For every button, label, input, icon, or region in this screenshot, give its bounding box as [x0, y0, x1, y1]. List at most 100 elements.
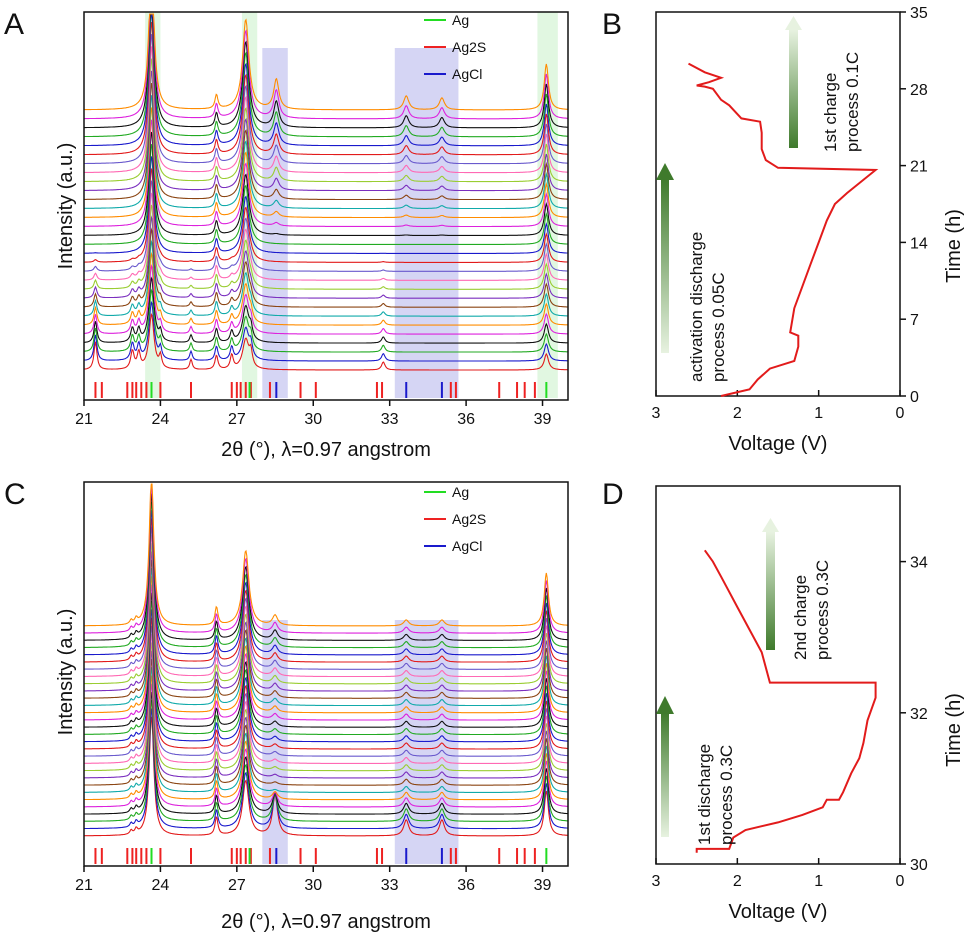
y-tick-label-21: 21 [910, 159, 928, 176]
y-tick-label-32: 32 [910, 706, 928, 723]
xrd-curve-5 [83, 251, 568, 326]
plot-frame [655, 11, 901, 397]
voltage-curve [688, 62, 879, 397]
xrd-curve-14 [84, 144, 568, 245]
x-tick-label-3: 3 [652, 873, 661, 890]
x-axis-ticks: 21 24 27 30 33 36 39 [75, 400, 552, 428]
xrd-curve-3 [83, 276, 568, 344]
xrd-curve-6 [84, 239, 568, 317]
legend: Ag Ag2S AgCl [424, 484, 486, 554]
x-axis-title: Voltage (V) [729, 433, 828, 455]
y-tick-label-0: 0 [910, 389, 919, 406]
x-tick-label-24: 24 [152, 411, 170, 428]
xrd-curve-3 [84, 691, 568, 815]
xrd-curve-29 [84, 483, 568, 627]
legend-label-ag2s: Ag2S [452, 511, 486, 527]
anno-charge-line2: process 0.3C [813, 560, 832, 660]
xrd-curve-21 [84, 58, 568, 183]
xrd-curve-4 [83, 263, 568, 335]
charge-arrow-shaft [789, 30, 798, 148]
xrd-curve-26 [84, 501, 568, 649]
xrd-curve-20 [84, 551, 568, 692]
x-tick-label-3: 3 [652, 405, 661, 422]
x-axis-title: 2θ (°), λ=0.97 angstrom [221, 911, 431, 933]
xrd-curve-23 [84, 34, 568, 165]
x-tick-label-1: 1 [814, 405, 823, 422]
y-axis-ticks: 0 7 14 21 28 35 [900, 5, 928, 406]
anno-charge-line1: 2nd charge [791, 575, 810, 660]
plot-frame [83, 481, 569, 867]
xrd-curve-2 [83, 700, 568, 822]
x-tick-label-0: 0 [896, 873, 905, 890]
x-tick-label-24: 24 [152, 877, 170, 894]
anno-activation-line1: activation discharge [687, 232, 706, 382]
y-axis-title: Time (h) [943, 693, 965, 767]
xrd-curve-2 [83, 288, 568, 353]
xrd-curve-1 [84, 708, 568, 830]
xrd-curve-11 [84, 180, 568, 272]
x-tick-label-21: 21 [75, 877, 93, 894]
panel-letter-c: C [4, 478, 26, 511]
agcl-region-0 [262, 620, 288, 864]
x-tick-label-1: 1 [814, 873, 823, 890]
phase-highlight-regions [145, 12, 558, 398]
x-tick-label-30: 30 [304, 877, 322, 894]
x-tick-label-2: 2 [733, 873, 742, 890]
xrd-curve-24 [84, 21, 568, 156]
charge-arrow-shaft [766, 532, 775, 650]
xrd-curve-28 [84, 485, 568, 634]
legend-label-ag: Ag [452, 12, 469, 28]
xrd-curve-9 [84, 642, 568, 772]
voltage-curve [695, 549, 877, 853]
xrd-panel-a: 21 24 27 30 33 36 39 2θ (°), λ=0.97 angstrom I… [55, 11, 569, 461]
xrd-curve-27 [84, 493, 568, 641]
xrd-curve-27 [84, 13, 568, 129]
discharge-arrow-head [656, 163, 674, 180]
xrd-curve-4 [84, 683, 568, 808]
y-axis-title: Intensity (a.u.) [55, 609, 77, 736]
y-tick-label-34: 34 [910, 555, 928, 572]
xrd-curve-19 [84, 82, 568, 201]
xrd-curve-17 [84, 576, 568, 714]
y-axis-ticks: 30 32 34 [900, 555, 928, 874]
anno-discharge-line1: 1st discharge [695, 744, 714, 845]
xrd-curve-24 [84, 518, 568, 663]
y-tick-label-30: 30 [910, 857, 928, 874]
y-tick-label-28: 28 [910, 82, 928, 99]
xrd-curve-17 [84, 107, 568, 219]
xrd-curve-18 [84, 95, 568, 210]
xrd-curve-25 [84, 13, 568, 147]
xrd-curve-20 [84, 70, 568, 192]
xrd-curve-11 [84, 625, 568, 757]
discharge-arrow-head [656, 696, 674, 714]
xrd-curve-15 [84, 131, 568, 236]
y-tick-label-7: 7 [910, 312, 919, 329]
xrd-curve-14 [84, 600, 568, 736]
y-axis-title: Intensity (a.u.) [55, 143, 77, 270]
xrd-curve-6 [84, 667, 568, 793]
plot-frame [655, 485, 901, 865]
legend-label-ag2s: Ag2S [452, 39, 486, 55]
xrd-curve-9 [83, 204, 568, 290]
xrd-curve-16 [83, 584, 568, 721]
xrd-curve-21 [84, 543, 568, 685]
discharge-arrow-shaft [661, 178, 669, 353]
legend: Ag Ag2S AgCl [424, 12, 486, 82]
xrd-curve-10 [84, 633, 568, 764]
x-tick-label-36: 36 [457, 411, 475, 428]
x-tick-label-2: 2 [733, 405, 742, 422]
xrd-curve-13 [84, 156, 568, 254]
x-tick-label-27: 27 [228, 877, 246, 894]
x-axis-ticks: 21 24 27 30 33 36 39 [75, 866, 552, 894]
xrd-curve-12 [84, 168, 568, 263]
x-tick-label-0: 0 [896, 405, 905, 422]
xrd-curve-13 [84, 609, 568, 743]
reference-tick-marks [94, 382, 548, 398]
reference-tick-marks [94, 848, 548, 864]
x-tick-label-21: 21 [75, 411, 93, 428]
xrd-curve-0 [84, 716, 568, 837]
x-tick-label-30: 30 [304, 411, 322, 428]
panel-letter-d: D [602, 478, 624, 511]
xrd-curve-22 [84, 46, 568, 174]
